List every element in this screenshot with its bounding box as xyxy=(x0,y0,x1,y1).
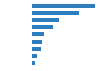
Bar xyxy=(32,11,79,15)
Bar xyxy=(32,54,37,58)
Bar xyxy=(32,47,41,51)
Bar xyxy=(32,32,44,36)
Bar xyxy=(32,61,35,65)
Bar xyxy=(32,18,59,22)
Bar xyxy=(32,4,94,8)
Bar xyxy=(32,40,42,44)
Bar xyxy=(32,25,53,29)
